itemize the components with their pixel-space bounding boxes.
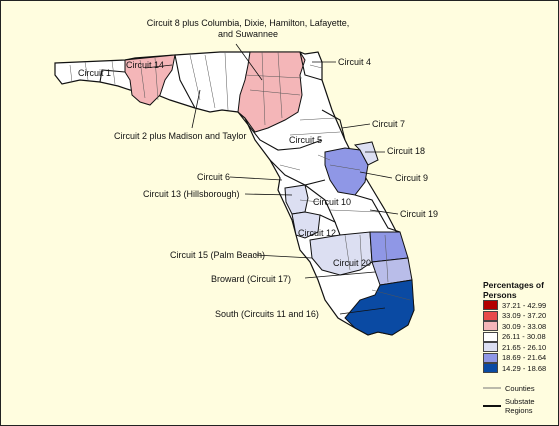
legend-bin: 14.29 - 18.68 [483,363,555,374]
legend-range: 26.11 - 30.08 [502,332,546,342]
region-circuit-9 [324,147,369,196]
legend-bin: 30.09 - 33.08 [483,321,555,332]
legend-substate: Substate Regions [483,397,555,415]
legend-range: 30.09 - 33.08 [502,321,547,331]
legend-counties: Counties [483,384,555,393]
legend-title: Percentages of Persons [483,280,544,300]
legend-swatch [483,310,498,321]
legend-swatch [483,342,498,353]
legend-swatch [483,321,498,332]
label-circuit-10: Circuit 10 [313,197,352,207]
region-circuit-12 [291,211,321,239]
substate-boundaries [99,51,401,236]
region-circuit-20 [309,231,373,276]
region-circuit-14 [124,54,176,106]
region-south [344,279,415,336]
legend-swatch [483,300,498,311]
label-circuit-20: Circuit 20 [333,258,372,268]
legend-range: 21.65 - 26.10 [502,342,547,352]
legend-swatch [483,363,498,374]
legend-range: 33.09 - 37.20 [502,311,547,321]
label-circuit-5: Circuit 5 [289,135,323,145]
county-line-icon [483,387,501,389]
label-circuit-1: Circuit 1 [78,68,112,78]
label-circuit-12: Circuit 12 [298,228,337,238]
substate-line-icon [483,404,501,407]
legend-bin: 33.09 - 37.20 [483,310,555,322]
label-south: South (Circuits 11 and 16) [215,309,319,319]
label-circuit-2-plus: Circuit 2 plus Madison and Taylor [114,131,247,141]
legend-swatch [483,352,498,363]
label-circuit-6: Circuit 6 [197,172,231,182]
legend-bins: 37.21 - 42.99 33.09 - 37.20 30.09 - 33.08 2… [483,300,555,374]
region-circuit-15 [369,231,409,263]
label-circuit-14: Circuit 14 [126,60,165,70]
legend-bin: 37.21 - 42.99 [483,300,555,311]
legend-bin: 18.69 - 21.64 [483,352,555,364]
label-circuit-18: Circuit 18 [387,146,426,156]
legend-range: 14.29 - 18.68 [502,363,547,373]
label-circuit-13: Circuit 13 (Hillsborough) [143,189,240,199]
legend-bin: 21.65 - 26.10 [483,342,555,353]
legend-range: 18.69 - 21.64 [502,353,547,363]
legend-bin: 26.11 - 30.08 [483,331,555,343]
label-circuit-9: Circuit 9 [395,173,429,183]
legend-swatch [483,331,498,342]
label-circuit-4: Circuit 4 [338,57,372,67]
legend-range: 37.21 - 42.99 [502,300,547,310]
leader-lines [144,43,399,315]
county-lines [69,51,411,301]
label-circuit-19: Circuit 19 [400,209,439,219]
legend-substate-label: Substate Regions [505,396,535,415]
label-circuit-8-plus: Circuit 8 plus Columbia, Dixie, Hamilton… [146,18,350,39]
legend-counties-label: Counties [505,383,535,393]
label-circuit-7: Circuit 7 [372,119,406,129]
label-circuit-15: Circuit 15 (Palm Beach) [170,250,266,260]
legend: Percentages of Persons 37.21 - 42.99 33.0… [483,280,555,415]
region-circuit-18 [353,141,379,166]
label-broward: Broward (Circuit 17) [211,274,292,284]
